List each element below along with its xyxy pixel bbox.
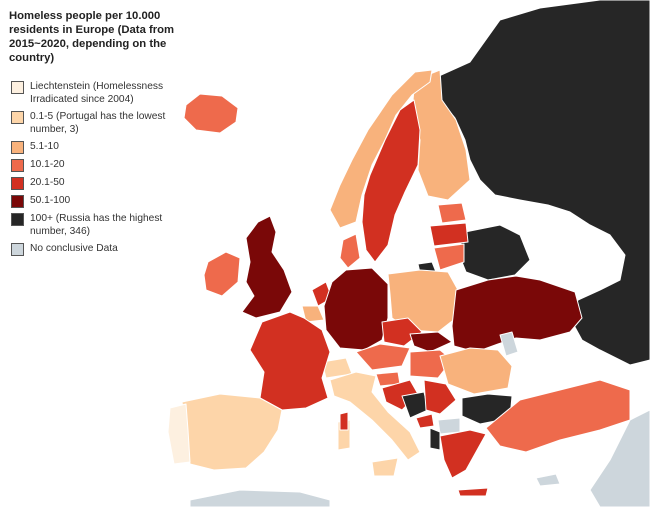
region-austria [355, 343, 411, 371]
legend-swatch-10-20 [11, 159, 24, 172]
legend-label-0-5: 0.1-5 (Portugal has the lowest number, 3… [30, 111, 166, 135]
legend-label-100-plus: 100+ (Russia has the highest number, 346… [30, 213, 163, 237]
region-ukraine [451, 275, 583, 353]
region-montenegro [415, 413, 435, 429]
region-north-africa [189, 489, 331, 507]
region-middle-east [589, 409, 650, 507]
region-ireland [203, 251, 241, 297]
region-north-macedonia [437, 417, 461, 435]
legend-label-irradicated: Liechtenstein (Homelessness Irradicated … [30, 81, 164, 105]
region-sicily [371, 457, 399, 477]
region-poland [387, 269, 459, 333]
legend-item-20-50: 20.1-50 [11, 176, 191, 190]
legend-label-no-data: No conclusive Data [30, 243, 118, 254]
legend-label-50-100: 50.1-100 [30, 195, 71, 206]
legend-item-5-10: 5.1-10 [11, 140, 191, 154]
region-france [249, 311, 331, 411]
region-sweden [361, 99, 421, 263]
legend-swatch-50-100 [11, 195, 24, 208]
region-albania [429, 427, 441, 451]
region-moldova [499, 331, 519, 357]
region-uk [241, 215, 293, 319]
legend-swatch-5-10 [11, 141, 24, 154]
legend-label-10-20: 10.1-20 [30, 159, 65, 170]
region-romania [439, 347, 513, 395]
legend: Liechtenstein (Homelessness Irradicated … [11, 80, 191, 260]
region-latvia [429, 222, 469, 247]
legend-item-irradicated: Liechtenstein (Homelessness Irradicated … [11, 80, 191, 106]
region-belgium [301, 305, 325, 323]
legend-swatch-no-data [11, 243, 24, 256]
region-denmark [339, 233, 361, 269]
legend-swatch-irradicated [11, 81, 24, 94]
legend-swatch-0-5 [11, 111, 24, 124]
legend-item-no-data: No conclusive Data [11, 242, 191, 256]
region-russia [429, 0, 650, 366]
region-crete [457, 487, 489, 497]
region-portugal [167, 403, 191, 465]
legend-item-50-100: 50.1-100 [11, 194, 191, 208]
region-serbia [423, 379, 457, 415]
legend-label-5-10: 5.1-10 [30, 141, 59, 152]
region-cyprus [535, 473, 561, 487]
legend-item-100-plus: 100+ (Russia has the highest number, 346… [11, 212, 191, 238]
region-iceland [183, 93, 239, 134]
legend-swatch-20-50 [11, 177, 24, 190]
region-italy [329, 371, 421, 461]
region-germany [323, 267, 389, 351]
map-title: Homeless people per 10.000 residents in … [9, 10, 175, 64]
region-slovakia [409, 331, 453, 353]
region-norway [329, 69, 433, 229]
legend-swatch-100-plus [11, 213, 24, 226]
region-lithuania [433, 243, 465, 271]
region-corsica [339, 411, 349, 431]
legend-item-0-5: 0.1-5 (Portugal has the lowest number, 3… [11, 110, 191, 136]
legend-label-20-50: 20.1-50 [30, 177, 65, 188]
legend-item-10-20: 10.1-20 [11, 158, 191, 172]
region-estonia [437, 202, 467, 224]
region-greece [439, 429, 487, 479]
